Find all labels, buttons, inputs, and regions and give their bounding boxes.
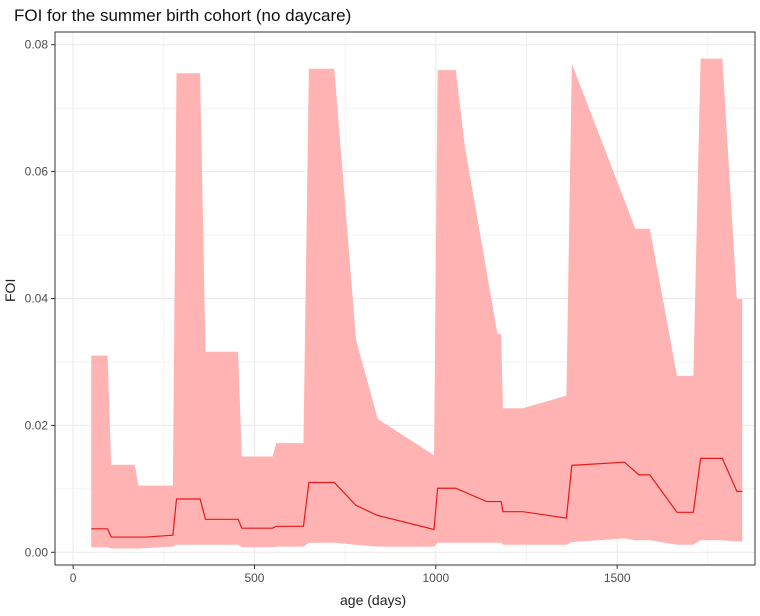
foi-line-group [91, 457, 743, 538]
confidence-ribbon-group [91, 58, 743, 549]
x-tick-label: 1000 [422, 571, 449, 585]
axes: 0 500 1000 1500 0.00 0.02 0.04 0.06 0.08 [25, 31, 756, 585]
confidence-ribbon [91, 58, 743, 549]
foi-line [91, 457, 743, 538]
x-tick-label: 0 [70, 571, 77, 585]
chart-title: FOI for the summer birth cohort (no dayc… [14, 6, 352, 25]
y-tick-label: 0.02 [25, 418, 49, 432]
y-tick-label: 0.04 [25, 292, 49, 306]
y-tick-label: 0.06 [25, 165, 49, 179]
x-tick-label: 1500 [604, 571, 631, 585]
y-tick-label: 0.08 [25, 38, 49, 52]
x-tick-label: 500 [244, 571, 264, 585]
y-tick-label: 0.00 [25, 545, 49, 559]
x-axis-label: age (days) [340, 592, 407, 608]
